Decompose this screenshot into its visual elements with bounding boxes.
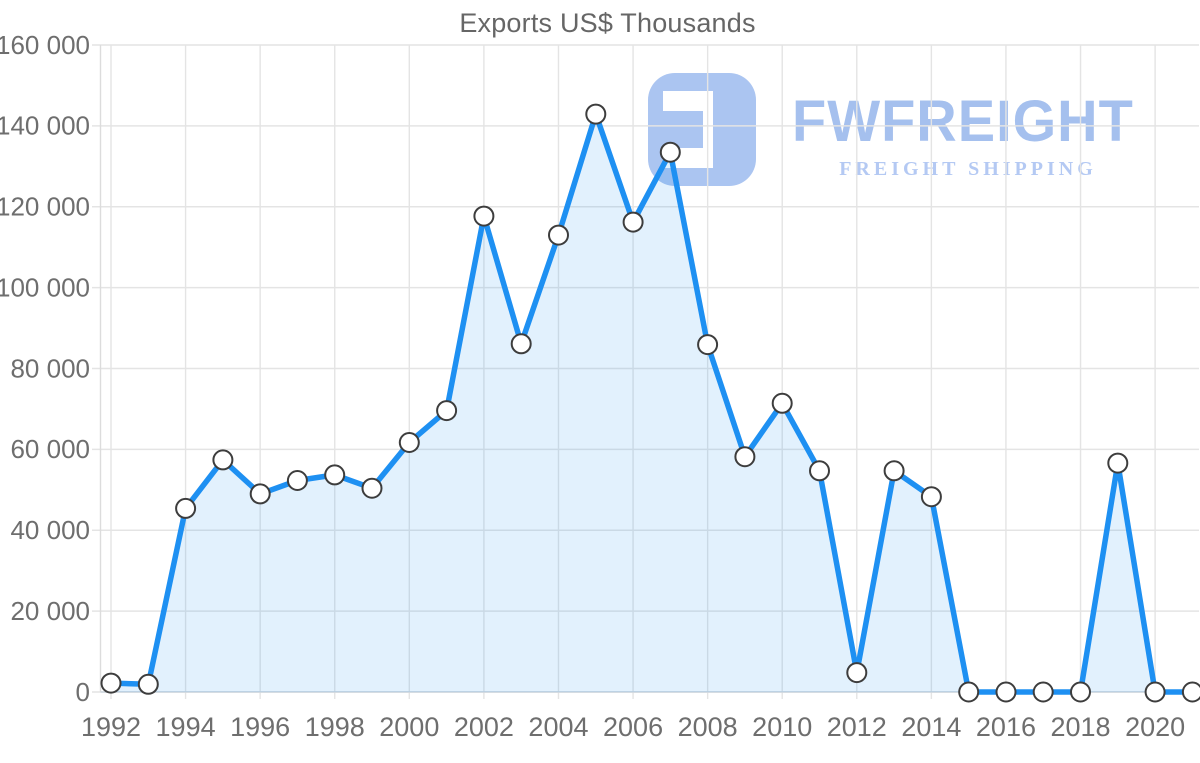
x-tick-label: 1994 — [156, 712, 216, 742]
y-tick-label: 60 000 — [10, 434, 90, 464]
data-point-2009[interactable] — [734, 446, 756, 468]
x-tick-label: 1996 — [230, 712, 290, 742]
x-tick-label: 2004 — [528, 712, 588, 742]
data-point-2021[interactable] — [1181, 681, 1200, 703]
x-tick-label: 1992 — [81, 712, 141, 742]
data-point-1998[interactable] — [324, 464, 346, 486]
data-point-1993[interactable] — [137, 673, 159, 695]
y-tick-label: 80 000 — [10, 353, 90, 383]
y-tick-label: 140 000 — [0, 111, 90, 141]
data-point-2002[interactable] — [473, 205, 495, 227]
x-tick-label: 2010 — [752, 712, 812, 742]
data-point-2008[interactable] — [697, 334, 719, 356]
y-tick-label: 120 000 — [0, 192, 90, 222]
y-tick-label: 0 — [76, 677, 90, 707]
data-point-1999[interactable] — [361, 477, 383, 499]
data-point-2016[interactable] — [995, 681, 1017, 703]
x-tick-label: 2016 — [976, 712, 1036, 742]
y-tick-label: 100 000 — [0, 272, 90, 302]
x-tick-label: 2014 — [901, 712, 961, 742]
y-tick-label: 160 000 — [0, 30, 90, 60]
x-tick-label: 2018 — [1050, 712, 1110, 742]
data-point-2015[interactable] — [958, 681, 980, 703]
data-point-2007[interactable] — [659, 141, 681, 163]
y-tick-label: 20 000 — [10, 596, 90, 626]
data-point-2019[interactable] — [1107, 452, 1129, 474]
data-point-2020[interactable] — [1144, 681, 1166, 703]
x-tick-label: 2000 — [379, 712, 439, 742]
x-tick-label: 2002 — [454, 712, 514, 742]
data-point-2001[interactable] — [436, 400, 458, 422]
data-point-2004[interactable] — [548, 224, 569, 246]
data-point-2006[interactable] — [622, 211, 644, 233]
data-point-1997[interactable] — [286, 470, 308, 491]
data-point-1995[interactable] — [212, 449, 234, 471]
data-point-2005[interactable] — [585, 103, 607, 125]
series-area-fill — [111, 114, 1193, 693]
data-point-2010[interactable] — [771, 392, 793, 414]
data-point-2011[interactable] — [809, 460, 830, 482]
x-tick-label: 2012 — [827, 712, 887, 742]
chart-title: Exports US$ Thousands — [459, 8, 756, 38]
x-tick-label: 1998 — [305, 712, 365, 742]
data-point-1992[interactable] — [100, 672, 122, 694]
x-tick-label: 2008 — [678, 712, 738, 742]
data-point-2012[interactable] — [846, 662, 868, 684]
data-point-1994[interactable] — [175, 497, 197, 519]
data-point-2018[interactable] — [1070, 681, 1091, 703]
data-point-2014[interactable] — [920, 486, 942, 508]
y-tick-label: 40 000 — [10, 515, 90, 545]
data-point-2003[interactable] — [510, 333, 532, 355]
data-point-2013[interactable] — [883, 460, 905, 482]
x-tick-label: 2006 — [603, 712, 663, 742]
data-point-1996[interactable] — [249, 483, 271, 505]
x-tick-label: 2020 — [1125, 712, 1185, 742]
data-point-2000[interactable] — [398, 432, 420, 453]
data-point-2017[interactable] — [1032, 681, 1054, 703]
